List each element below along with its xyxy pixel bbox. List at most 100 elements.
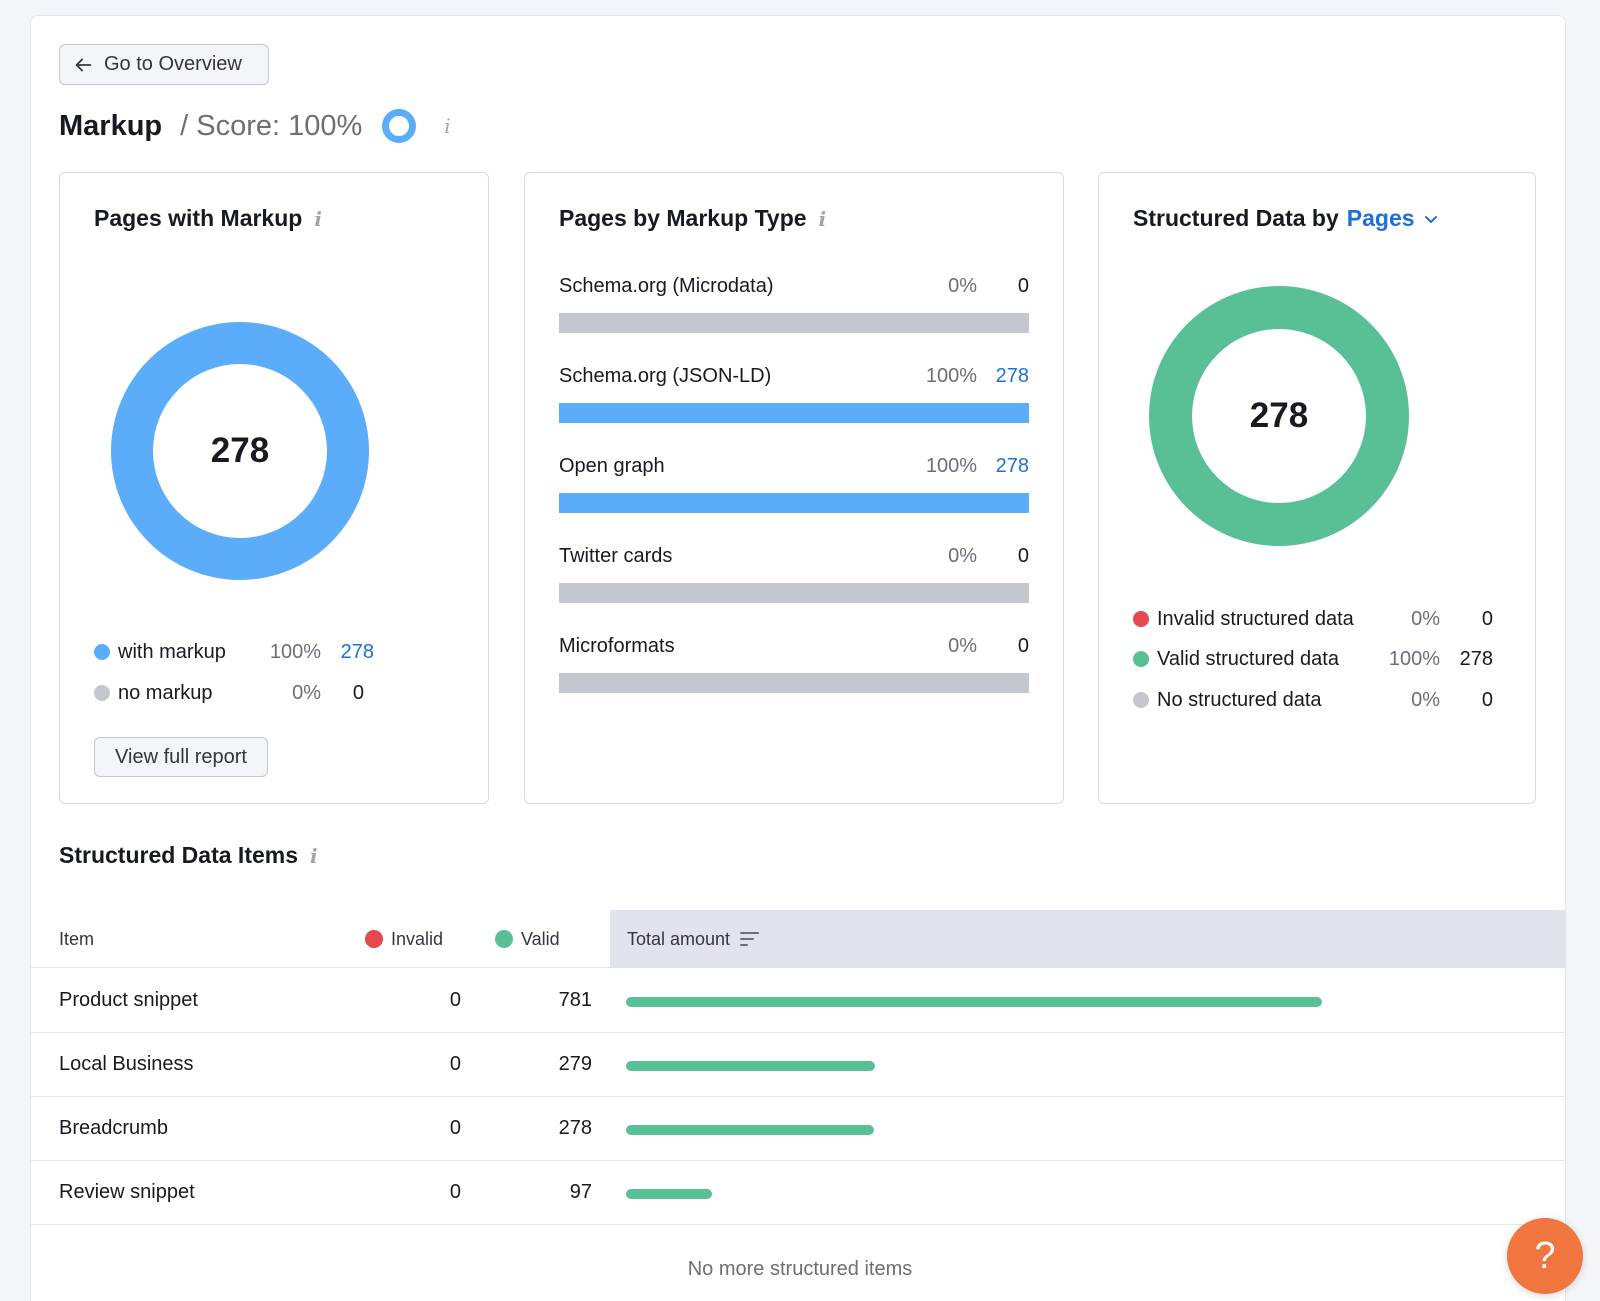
markup-type-label: Twitter cards xyxy=(559,545,673,567)
legend-row-with-markup[interactable]: with markup 100% 278 xyxy=(94,640,374,664)
item-invalid-count: 0 xyxy=(449,989,461,1011)
item-invalid-count: 0 xyxy=(449,1053,461,1075)
legend-label: Invalid structured data xyxy=(1157,607,1354,630)
markup-type-count: 0 xyxy=(1017,275,1029,297)
legend-row-valid[interactable]: Valid structured data 100% 278 xyxy=(1133,647,1493,671)
markup-type-label: Schema.org (Microdata) xyxy=(559,275,774,297)
go-to-overview-button[interactable]: Go to Overview xyxy=(59,44,269,85)
card-title-text: Structured Data by xyxy=(1133,205,1339,231)
legend-label: Valid structured data xyxy=(1157,647,1339,670)
item-name: Product snippet xyxy=(59,989,198,1011)
valid-dot-icon xyxy=(495,930,513,948)
markup-type-bar xyxy=(559,493,1029,513)
table-row[interactable]: Product snippet 0 781 xyxy=(30,969,1566,1033)
card-title-text: Pages by Markup Type xyxy=(559,205,807,231)
info-icon[interactable]: i xyxy=(314,206,322,231)
sort-icon[interactable] xyxy=(740,931,760,947)
legend-label: No structured data xyxy=(1157,688,1322,711)
page-title: Markup xyxy=(59,109,163,142)
donut-total: 278 xyxy=(1249,396,1309,435)
legend-row-invalid[interactable]: Invalid structured data 0% 0 xyxy=(1133,607,1493,631)
legend-pct: 0% xyxy=(1411,607,1440,630)
column-header-valid[interactable]: Valid xyxy=(495,910,560,968)
markup-type-pct: 100% xyxy=(925,455,977,477)
column-header-label: Item xyxy=(59,928,95,949)
items-table-header: Item Invalid Valid Total amount xyxy=(30,910,1566,968)
donut-hole xyxy=(1192,329,1366,503)
info-icon[interactable]: i xyxy=(444,114,451,138)
structured-data-card: Structured Data by Pages 278 Invalid str… xyxy=(1098,172,1536,804)
pages-by-markup-type-card: Pages by Markup Type i Schema.org (Micro… xyxy=(524,172,1064,804)
column-header-item: Item xyxy=(59,910,94,968)
card-title: Structured Data by Pages xyxy=(1133,205,1439,232)
chevron-down-icon xyxy=(1424,215,1437,223)
legend-dot xyxy=(1133,651,1149,667)
donut-hole xyxy=(153,364,327,538)
markup-type-count: 0 xyxy=(1017,635,1029,657)
table-row[interactable]: Review snippet 0 97 xyxy=(30,1161,1566,1225)
item-total-bar xyxy=(626,1189,712,1199)
table-row[interactable]: Breadcrumb 0 278 xyxy=(30,1097,1566,1161)
no-more-items-text: No more structured items xyxy=(687,1258,913,1280)
item-name: Breadcrumb xyxy=(59,1117,168,1139)
legend-dot xyxy=(1133,692,1149,708)
card-title-text: Pages with Markup xyxy=(94,205,303,231)
markup-type-count-link[interactable]: 278 xyxy=(995,455,1029,477)
markup-type-count-link[interactable]: 278 xyxy=(995,365,1029,387)
item-invalid-count: 0 xyxy=(449,1117,461,1139)
column-header-label: Total amount xyxy=(627,928,731,949)
item-total-bar xyxy=(626,997,1322,1007)
markup-type-pct: 0% xyxy=(948,635,977,657)
legend-dot xyxy=(1133,611,1149,627)
column-header-invalid[interactable]: Invalid xyxy=(365,910,443,968)
item-name: Local Business xyxy=(59,1053,194,1075)
item-valid-count: 278 xyxy=(558,1117,592,1139)
markup-type-bar-fill xyxy=(559,403,1029,423)
structured-data-legend: Invalid structured data 0% 0 Valid struc… xyxy=(1133,607,1493,717)
markup-type-bar xyxy=(559,403,1029,423)
table-row[interactable]: Local Business 0 279 xyxy=(30,1033,1566,1097)
markup-type-bar xyxy=(559,313,1029,333)
structured-data-donut[interactable]: 278 xyxy=(1149,286,1409,546)
view-full-report-button[interactable]: View full report xyxy=(94,737,268,777)
section-title-text: Structured Data Items xyxy=(59,842,299,868)
markup-type-label: Microformats xyxy=(559,635,675,657)
legend-dot xyxy=(94,685,110,701)
page-title-row: Markup / Score: 100% i xyxy=(59,104,451,148)
dropdown-label: Pages xyxy=(1346,205,1415,231)
arrow-left-icon xyxy=(75,58,92,71)
item-valid-count: 781 xyxy=(558,989,592,1011)
legend-label: no markup xyxy=(118,681,213,704)
markup-type-label: Schema.org (JSON-LD) xyxy=(559,365,772,387)
legend-row-no-markup[interactable]: no markup 0% 0 xyxy=(94,681,364,705)
info-icon[interactable]: i xyxy=(818,206,827,231)
help-button[interactable]: ? xyxy=(1507,1218,1583,1294)
item-name: Review snippet xyxy=(59,1181,195,1203)
info-icon[interactable]: i xyxy=(310,843,318,868)
column-header-label: Invalid xyxy=(391,928,444,949)
markup-type-label: Open graph xyxy=(559,455,665,477)
pages-with-markup-donut[interactable]: 278 xyxy=(111,322,369,580)
legend-count: 0 xyxy=(352,681,364,704)
column-header-total[interactable]: Total amount xyxy=(610,910,1566,968)
legend-count: 0 xyxy=(1481,688,1493,711)
legend-dot xyxy=(94,644,110,660)
card-title: Pages with Markup i xyxy=(94,205,322,232)
item-valid-count: 279 xyxy=(558,1053,592,1075)
markup-type-pct: 0% xyxy=(948,545,977,567)
legend-count-link[interactable]: 278 xyxy=(340,640,374,663)
score-ring-icon xyxy=(382,109,417,143)
markup-type-bar-fill xyxy=(559,493,1029,513)
markup-type-pct: 0% xyxy=(948,275,977,297)
invalid-dot-icon xyxy=(365,930,383,948)
legend-row-none[interactable]: No structured data 0% 0 xyxy=(1133,688,1493,712)
score-text: / Score: 100% xyxy=(180,109,363,142)
item-valid-count: 97 xyxy=(569,1181,592,1203)
legend-pct: 0% xyxy=(292,681,321,704)
pages-with-markup-legend: with markup 100% 278 no markup 0% 0 xyxy=(94,640,374,710)
legend-pct: 100% xyxy=(269,640,321,663)
legend-label: with markup xyxy=(118,640,226,663)
pages-dropdown[interactable]: Pages xyxy=(1347,205,1439,232)
legend-pct: 0% xyxy=(1411,688,1440,711)
donut-total: 278 xyxy=(210,431,270,470)
